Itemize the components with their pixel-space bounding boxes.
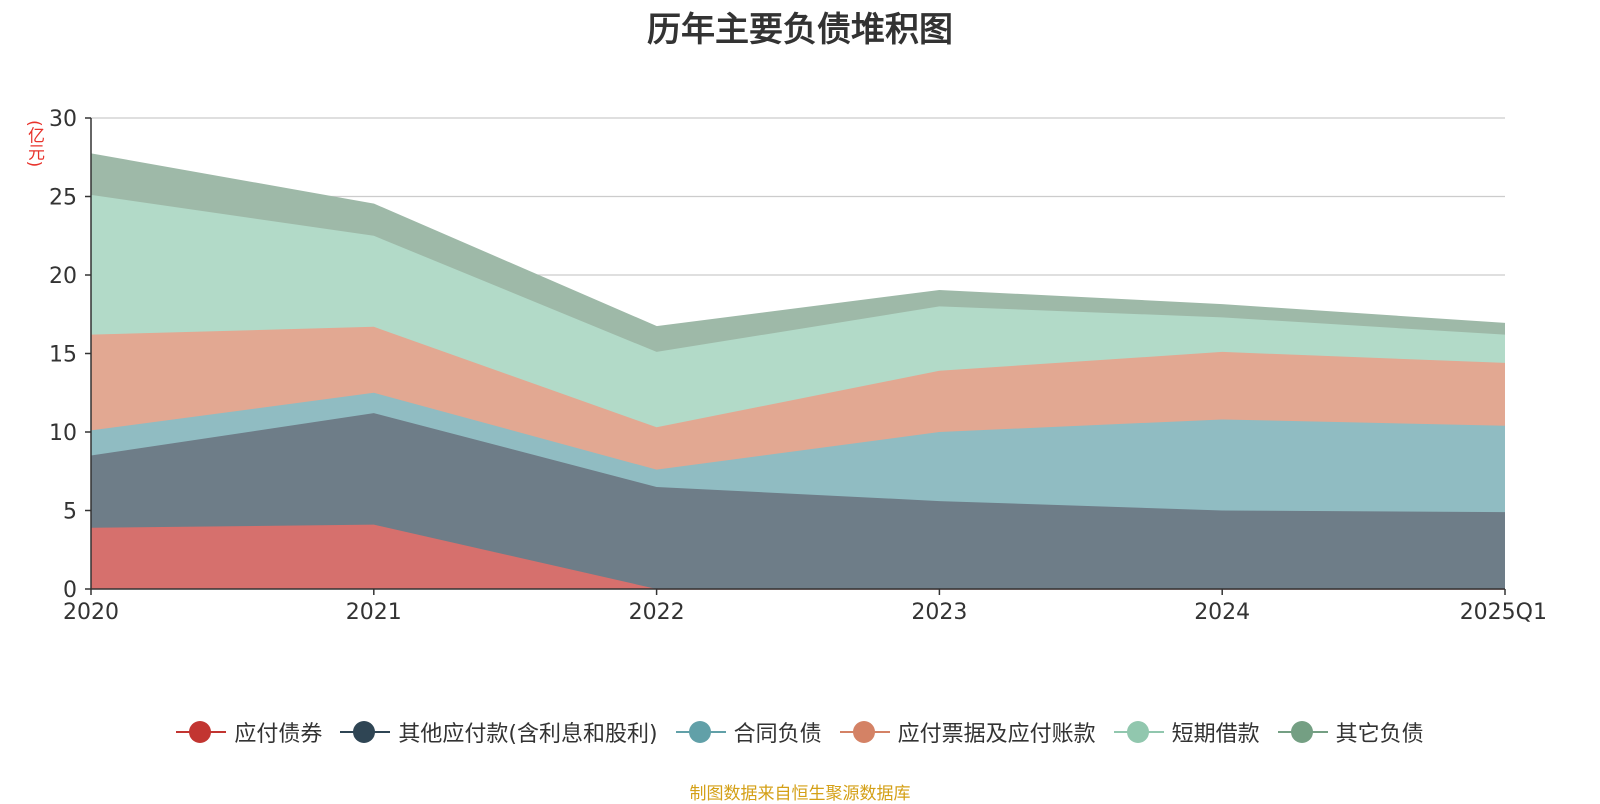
x-tick-label: 2022 bbox=[629, 600, 685, 625]
area-其他应付款(含利息和股利) bbox=[91, 413, 1505, 589]
area-短期借款 bbox=[91, 194, 1505, 428]
area-layer bbox=[90, 153, 1506, 590]
legend-marker-icon bbox=[1113, 720, 1164, 744]
x-tick-label: 2024 bbox=[1194, 600, 1250, 625]
legend-marker-icon bbox=[340, 720, 391, 744]
y-tick-label: 25 bbox=[49, 186, 77, 211]
legend-label: 短期借款 bbox=[1171, 722, 1260, 747]
stacked-area-chart: 0 5 10 15 20 25 30 2020 2021 2022 2023 2024 2025Q1 bbox=[49, 107, 1547, 625]
y-tick-label: 15 bbox=[49, 343, 77, 368]
x-tick-label: 2025Q1 bbox=[1460, 600, 1547, 625]
legend: 应付债券 其他应付款(含利息和股利) 合同负债 应付票据及应付账款 短期借款 其它负债 bbox=[0, 716, 1600, 748]
legend-marker-icon bbox=[675, 720, 726, 744]
area-其它负债 bbox=[91, 154, 1505, 352]
legend-marker-icon bbox=[839, 720, 890, 744]
x-tick-label: 2021 bbox=[346, 600, 402, 625]
legend-marker-icon bbox=[176, 720, 227, 744]
y-tick-label: 20 bbox=[49, 264, 77, 289]
legend-item[interactable]: 其他应付款(含利息和股利) bbox=[340, 716, 658, 748]
y-tick-label: 0 bbox=[63, 578, 77, 603]
source-note: 制图数据来自恒生聚源数据库 bbox=[689, 784, 911, 804]
y-tick-label: 10 bbox=[49, 421, 77, 446]
axis-layer: 0 5 10 15 20 25 30 2020 2021 2022 2023 2024 2025Q1 bbox=[49, 107, 1547, 625]
series-line-其它负债 bbox=[90, 153, 1506, 328]
legend-item[interactable]: 应付债券 bbox=[176, 716, 322, 748]
legend-item[interactable]: 应付票据及应付账款 bbox=[839, 716, 1096, 748]
x-tick-label: 2023 bbox=[911, 600, 967, 625]
legend-item[interactable]: 短期借款 bbox=[1113, 716, 1260, 748]
x-tick-label: 2020 bbox=[63, 600, 119, 625]
legend-label: 合同负债 bbox=[733, 722, 822, 747]
legend-label: 其它负债 bbox=[1335, 722, 1424, 747]
legend-label: 其他应付款(含利息和股利) bbox=[398, 722, 658, 747]
y-axis-unit-label: (亿元) bbox=[24, 120, 44, 168]
chart-title: 历年主要负债堆积图 bbox=[647, 10, 953, 50]
y-tick-label: 30 bbox=[49, 107, 77, 132]
legend-label: 应付债券 bbox=[234, 722, 323, 747]
legend-label: 应付票据及应付账款 bbox=[897, 722, 1096, 747]
legend-marker-icon bbox=[1277, 720, 1328, 744]
area-应付票据及应付账款 bbox=[91, 326, 1505, 470]
y-tick-label: 5 bbox=[63, 500, 77, 525]
legend-item[interactable]: 合同负债 bbox=[675, 716, 822, 748]
legend-item[interactable]: 其它负债 bbox=[1277, 716, 1424, 748]
